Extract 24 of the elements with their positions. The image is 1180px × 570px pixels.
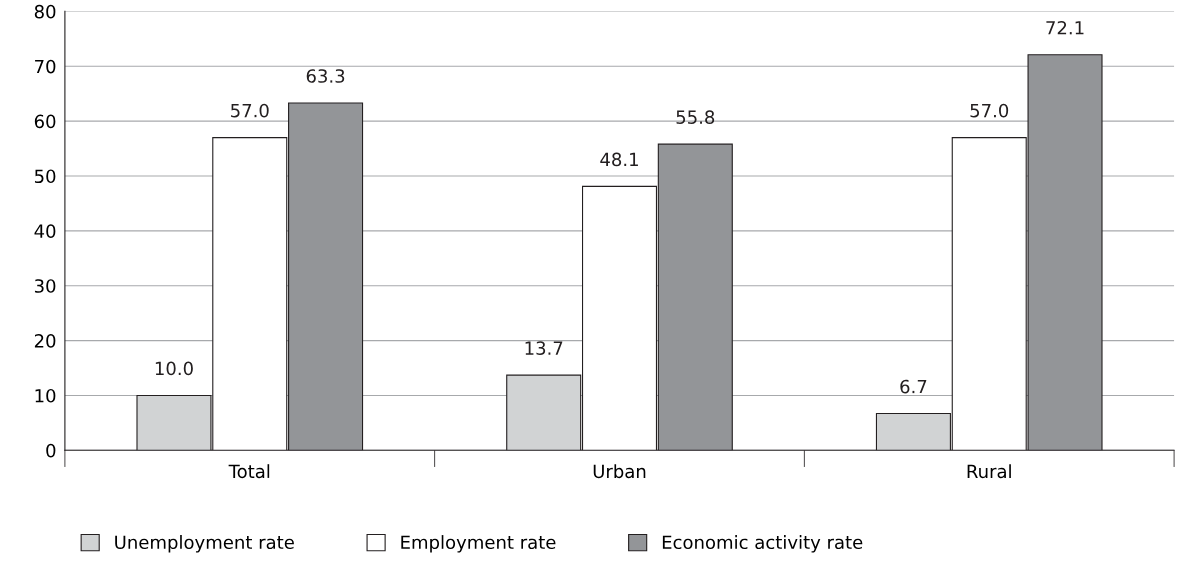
y-tick-label: 10 <box>35 388 56 403</box>
data-label: 72.1 <box>1046 20 1084 35</box>
y-tick-label: 80 <box>34 4 56 19</box>
legend-label: Unemployment rate <box>115 535 294 553</box>
data-label: 63.3 <box>306 69 345 83</box>
data-label: 57.0 <box>970 103 1009 118</box>
y-tick-label: 70 <box>35 59 56 74</box>
y-tick-label: 30 <box>34 279 56 293</box>
data-label: 55.8 <box>676 110 715 124</box>
y-tick-label: 20 <box>34 334 56 348</box>
x-tick-label: Rural <box>967 464 1011 479</box>
y-tick-label: 60 <box>34 114 56 129</box>
data-label: 6.7 <box>900 379 927 394</box>
y-tick-label: 0 <box>46 443 56 458</box>
x-tick-label: Urban <box>593 464 646 479</box>
y-tick-label: 50 <box>34 169 56 184</box>
data-label: 10.0 <box>155 361 193 376</box>
x-tick-label: Total <box>228 464 270 479</box>
legend-label: Economic activity rate <box>662 535 863 553</box>
data-label: 13.7 <box>525 341 563 355</box>
y-tick-label: 40 <box>34 224 56 238</box>
legend-label: Employment rate <box>401 535 556 553</box>
data-label: 57.0 <box>231 103 269 118</box>
data-label: 48.1 <box>600 152 638 167</box>
